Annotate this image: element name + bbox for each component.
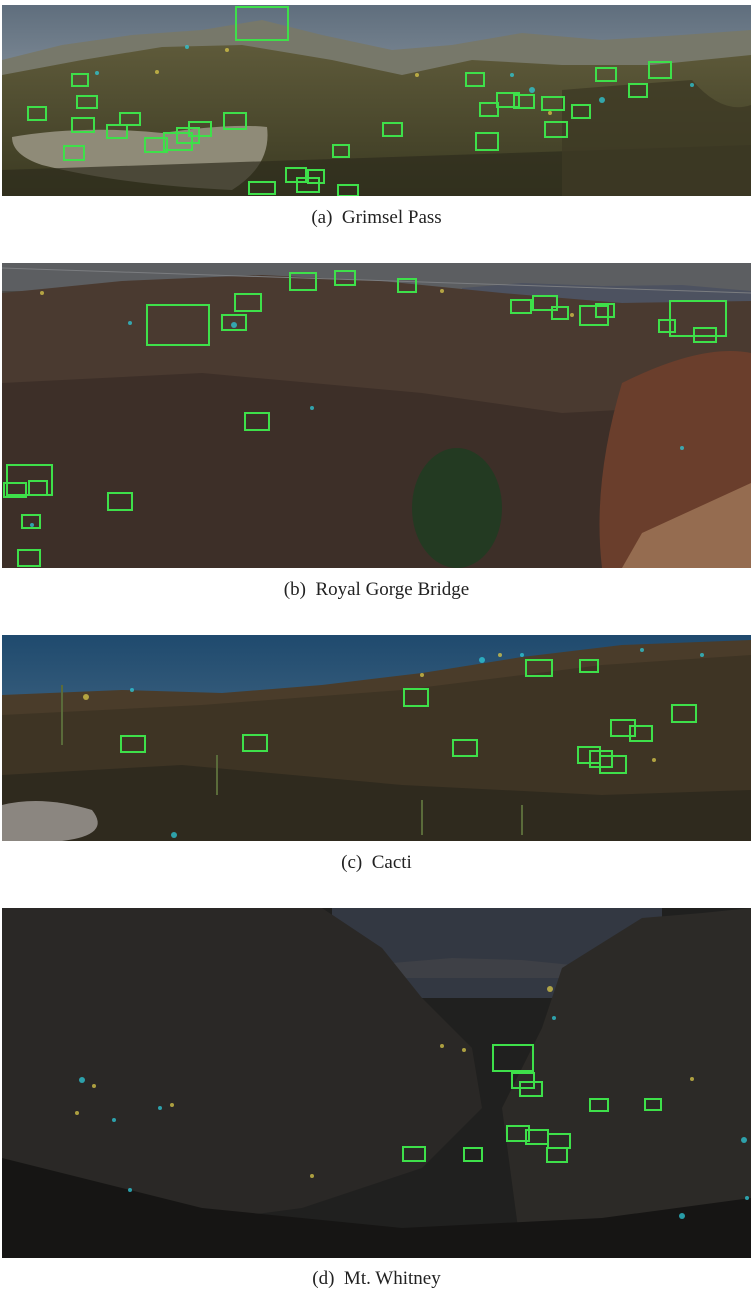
- keypoint-markers: [95, 45, 694, 115]
- detection-boxes: [120, 659, 697, 774]
- panel-royal-gorge-bridge: [2, 263, 751, 568]
- grimsel-pass-image: [2, 5, 751, 196]
- keypoint-markers: [75, 986, 749, 1219]
- keypoint-markers: [83, 648, 704, 838]
- caption-grimsel-pass: (a) Grimsel Pass: [311, 207, 442, 228]
- caption-cacti: (c) Cacti: [341, 852, 412, 873]
- caption-royal-gorge-bridge: (b) Royal Gorge Bridge: [283, 579, 470, 600]
- cacti-image: [2, 635, 751, 841]
- detection-boxes: [402, 1044, 662, 1163]
- panel-cacti: [2, 635, 751, 841]
- royal-gorge-bridge-image: [2, 263, 751, 568]
- mt-whitney-image: [2, 908, 751, 1258]
- keypoint-markers: [30, 289, 684, 527]
- detection-boxes: [27, 6, 672, 196]
- panel-mt-whitney: [2, 908, 751, 1258]
- caption-mt-whitney: (d) Mt. Whitney: [312, 1268, 441, 1289]
- detection-boxes: [3, 270, 727, 567]
- panel-grimsel-pass: [2, 5, 751, 196]
